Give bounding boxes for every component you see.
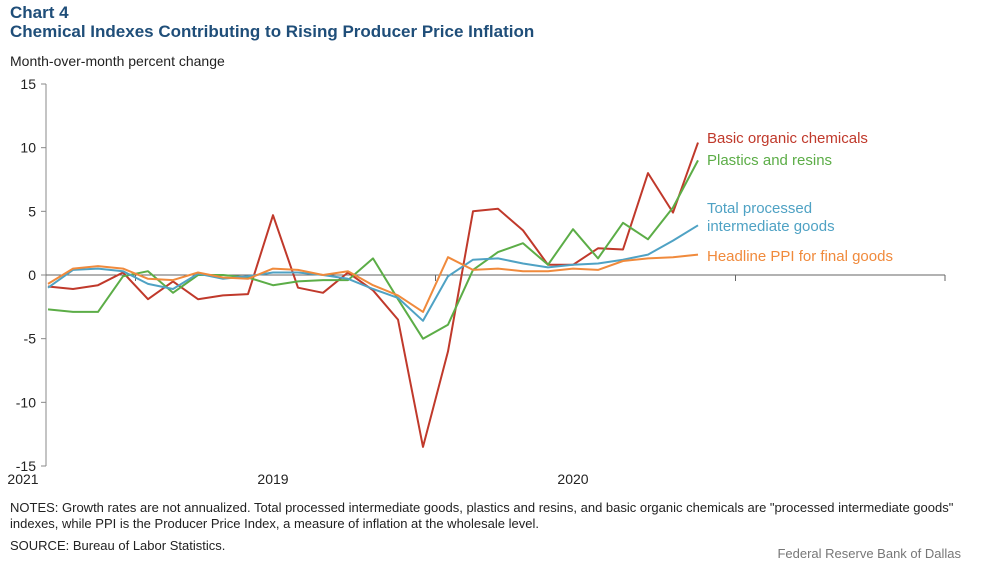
y-tick-label: 5 bbox=[28, 203, 36, 219]
series-line-total-processed-intermediate-goods bbox=[47, 224, 699, 322]
chart-number-label: Chart 4 bbox=[10, 3, 69, 22]
series-label-plastics-and-resins: Plastics and resins bbox=[707, 152, 832, 169]
notes-text: NOTES: Growth rates are not annualized. … bbox=[10, 500, 954, 531]
series-line-plastics-and-resins bbox=[47, 159, 699, 340]
y-tick-label: 10 bbox=[20, 140, 36, 156]
credit-text: Federal Reserve Bank of Dallas bbox=[777, 546, 961, 561]
series-line-headline-ppi-for-final-goods bbox=[47, 253, 699, 313]
y-tick-label: -5 bbox=[24, 331, 37, 347]
y-tick-label: 0 bbox=[28, 267, 36, 283]
y-tick-label: -15 bbox=[16, 458, 36, 474]
y-tick-label: 15 bbox=[20, 76, 36, 92]
source-text: SOURCE: Bureau of Labor Statistics. bbox=[10, 538, 226, 553]
chart-title: Chemical Indexes Contributing to Rising … bbox=[10, 22, 535, 41]
series-label-headline-ppi-for-final-goods: Headline PPI for final goods bbox=[707, 248, 893, 265]
x-year-label: 2021 bbox=[7, 471, 38, 487]
x-year-label: 2019 bbox=[257, 471, 288, 487]
y-axis-unit-label: Month-over-month percent change bbox=[10, 53, 225, 69]
series-line-basic-organic-chemicals bbox=[47, 142, 699, 448]
y-tick-label: -10 bbox=[16, 394, 36, 410]
line-chart: 15 10 5 0 -5 -10 -15 2019 2020 2021 Basic organic … bbox=[7, 76, 946, 487]
series-label-total-processed-intermediate-goods: Total processed intermediate goods bbox=[707, 200, 835, 235]
x-year-label: 2020 bbox=[557, 471, 588, 487]
series-label-basic-organic-chemicals: Basic organic chemicals bbox=[707, 130, 868, 147]
